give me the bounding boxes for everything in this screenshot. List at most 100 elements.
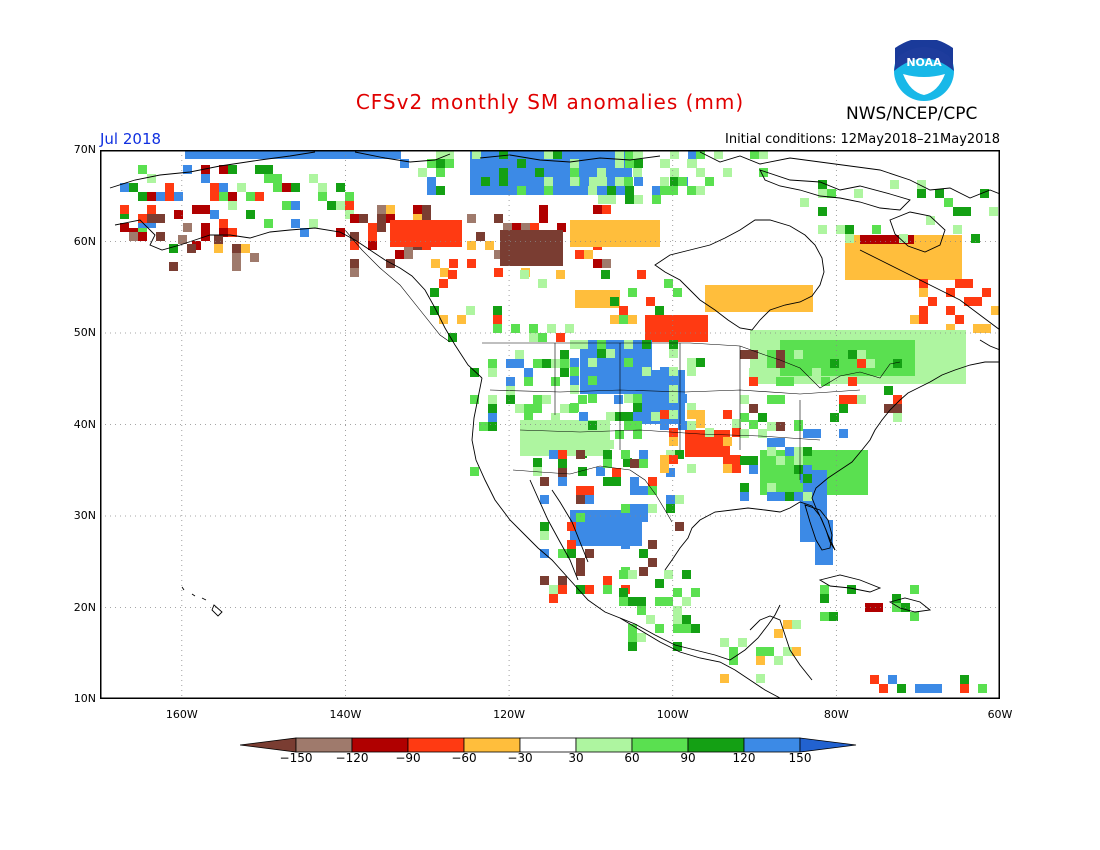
anomaly-cell: [741, 285, 750, 294]
anomaly-cell: [850, 486, 859, 495]
anomaly-cell: [515, 404, 524, 413]
anomaly-cell: [749, 404, 758, 413]
anomaly-cell: [845, 225, 854, 234]
anomaly-cell: [640, 388, 649, 397]
anomaly-cell: [768, 339, 777, 348]
anomaly-cell: [957, 357, 966, 366]
anomaly-cell: [933, 684, 942, 693]
anomaly-cell: [768, 366, 777, 375]
anomaly-cell: [732, 455, 741, 464]
anomaly-cell: [597, 537, 606, 546]
anomaly-cell: [558, 549, 567, 558]
anomaly-cell: [890, 244, 899, 253]
anomaly-cell: [377, 214, 386, 223]
anomaly-cell: [841, 468, 850, 477]
lon-label: 80W: [823, 708, 849, 721]
anomaly-cell: [660, 159, 669, 168]
anomaly-cell: [311, 150, 320, 159]
anomaly-cell: [910, 585, 919, 594]
anomaly-cell: [479, 422, 488, 431]
lon-label: 100W: [656, 708, 689, 721]
anomaly-cell: [825, 358, 834, 367]
anomaly-cell: [926, 244, 935, 253]
anomaly-cell: [576, 513, 585, 522]
anomaly-cell: [800, 533, 809, 542]
anomaly-cell: [553, 150, 562, 159]
anomaly-cell: [506, 159, 515, 168]
anomaly-cell: [888, 367, 897, 376]
anomaly-cell: [774, 656, 783, 665]
anomaly-cell: [628, 315, 637, 324]
anomaly-cell: [630, 477, 639, 486]
anomaly-cell: [824, 556, 833, 565]
anomaly-cell: [818, 497, 827, 506]
anomaly-cell: [649, 397, 658, 406]
anomaly-cell: [551, 177, 560, 186]
anomaly-cell: [839, 404, 848, 413]
anomaly-cell: [899, 253, 908, 262]
anomaly-cell: [867, 330, 876, 339]
anomaly-cell: [699, 324, 708, 333]
anomaly-cell: [676, 388, 685, 397]
anomaly-cell: [488, 404, 497, 413]
anomaly-cell: [350, 259, 359, 268]
anomaly-cell: [129, 232, 138, 241]
anomaly-cell: [547, 420, 556, 429]
color-bar-segment: [631, 737, 689, 753]
anomaly-cell: [624, 421, 633, 430]
anomaly-cell: [930, 366, 939, 375]
anomaly-cell: [690, 315, 699, 324]
anomaly-cell: [602, 205, 611, 214]
anomaly-cell: [831, 330, 840, 339]
anomaly-cell: [436, 186, 445, 195]
anomaly-cell: [479, 186, 488, 195]
anomaly-cell: [815, 520, 824, 529]
anomaly-cell: [232, 262, 241, 271]
anomaly-cell: [606, 537, 615, 546]
anomaly-cell: [588, 421, 597, 430]
anomaly-cell: [789, 340, 798, 349]
anomaly-cell: [921, 375, 930, 384]
color-bar-segment: [519, 737, 577, 753]
anomaly-cell: [580, 349, 589, 358]
anomaly-cell: [630, 504, 639, 513]
anomaly-cell: [430, 306, 439, 315]
anomaly-cell: [786, 285, 795, 294]
anomaly-cell: [156, 232, 165, 241]
anomaly-cell: [628, 642, 637, 651]
anomaly-cell: [818, 225, 827, 234]
lat-label: 10N: [73, 692, 96, 705]
anomaly-cell: [417, 220, 426, 229]
anomaly-cell: [633, 528, 642, 537]
anomaly-cell: [818, 470, 827, 479]
anomaly-cell: [633, 430, 642, 439]
anomaly-cell: [639, 549, 648, 558]
anomaly-cell: [804, 285, 813, 294]
anomaly-cell: [881, 262, 890, 271]
anomaly-cell: [554, 257, 563, 266]
anomaly-cell: [669, 340, 678, 349]
anomaly-cell: [435, 238, 444, 247]
anomaly-cell: [453, 229, 462, 238]
anomaly-cell: [675, 450, 684, 459]
anomaly-cell: [750, 303, 759, 312]
anomaly-cell: [815, 556, 824, 565]
anomaly-cell: [556, 429, 565, 438]
anomaly-cell: [503, 223, 512, 232]
political-borders: [344, 229, 901, 523]
anomaly-cell: [814, 450, 823, 459]
anomaly-cell: [798, 340, 807, 349]
anomaly-cell: [756, 656, 765, 665]
anomaly-cell: [120, 223, 129, 232]
anomaly-cell: [756, 647, 765, 656]
anomaly-cell: [649, 379, 658, 388]
anomaly-cell: [417, 238, 426, 247]
anomaly-cell: [327, 201, 336, 210]
anomaly-cell: [520, 447, 529, 456]
anomaly-cell: [201, 205, 210, 214]
anomaly-cell: [605, 177, 614, 186]
anomaly-cell: [807, 367, 816, 376]
anomaly-cell: [953, 271, 962, 280]
anomaly-cell: [255, 192, 264, 201]
anomaly-cell: [721, 448, 730, 457]
